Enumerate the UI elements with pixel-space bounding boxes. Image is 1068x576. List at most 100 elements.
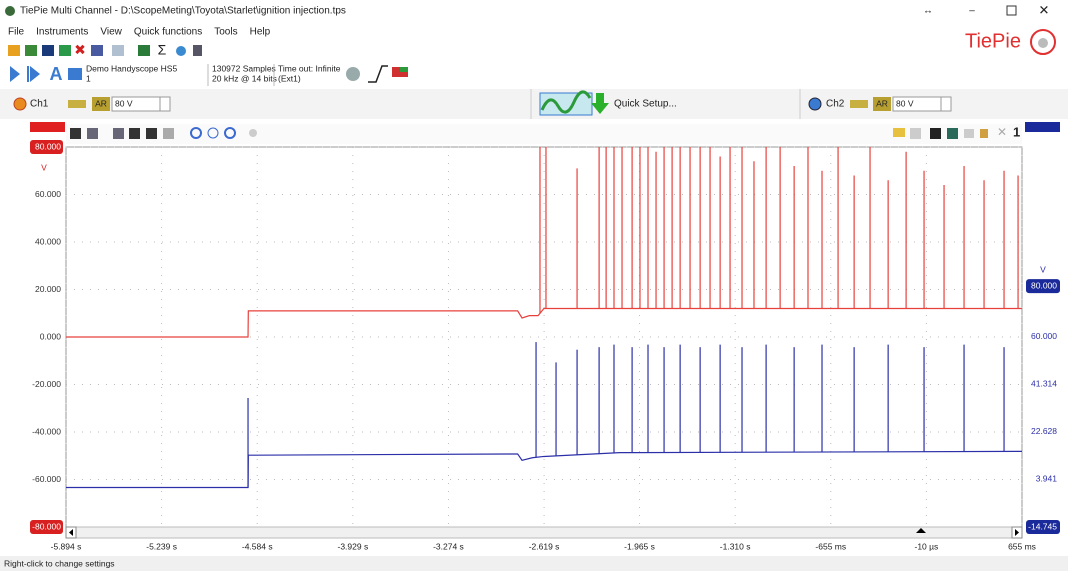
print-icon[interactable] xyxy=(91,45,103,56)
sum-icon[interactable]: Σ xyxy=(158,42,167,58)
ch1-indicator xyxy=(30,122,65,132)
restore-size[interactable]: ↔ xyxy=(923,6,933,17)
tool-icon[interactable] xyxy=(249,129,257,137)
single-button[interactable] xyxy=(27,66,40,82)
tool-icon[interactable] xyxy=(129,128,140,139)
ch2-auto-range[interactable]: AR xyxy=(876,98,888,108)
quick-setup[interactable]: Quick Setup... xyxy=(614,99,677,110)
menu-item[interactable]: Help xyxy=(250,27,271,38)
scrollbar[interactable] xyxy=(65,526,1023,539)
menu-item[interactable]: Instruments xyxy=(36,27,88,38)
ch1-coupling[interactable] xyxy=(68,100,86,108)
trigger-marker[interactable] xyxy=(916,528,926,533)
ch1-range[interactable]: 80 V xyxy=(115,98,133,108)
start-button[interactable] xyxy=(10,66,20,82)
tool-icon[interactable] xyxy=(893,128,905,137)
status-bar xyxy=(0,556,1068,571)
tool-icon[interactable] xyxy=(87,128,98,139)
x-tick-label: -4.584 s xyxy=(242,541,273,551)
window-title: TiePie Multi Channel - D:\ScopeMeting\To… xyxy=(20,6,346,17)
y2-label-box xyxy=(1026,279,1060,294)
trigger-source[interactable]: (Ext1) xyxy=(278,73,301,83)
delete-icon[interactable]: ✖ xyxy=(74,42,86,58)
tool-icon[interactable] xyxy=(163,128,174,139)
tool-icon[interactable] xyxy=(70,128,81,139)
ch1-ar-box[interactable] xyxy=(92,97,110,111)
open-icon[interactable] xyxy=(8,45,20,56)
menu-item[interactable]: View xyxy=(100,27,122,38)
tool-icon[interactable] xyxy=(146,128,157,139)
y-tick-label: 80.000 xyxy=(35,141,61,151)
y2-tick-label: 60.000 xyxy=(1031,331,1057,341)
ch1-label[interactable]: Ch1 xyxy=(30,99,49,110)
menu-item[interactable]: Tools xyxy=(214,27,237,38)
y2-tick-label: 22.628 xyxy=(1031,426,1057,436)
minimize[interactable]: – xyxy=(969,6,975,17)
ch2-coupling[interactable] xyxy=(850,100,868,108)
quick-setup-wave xyxy=(540,90,592,114)
y-tick-label: 60.000 xyxy=(35,189,61,199)
device-name: Demo Handyscope HS5 xyxy=(86,63,177,73)
y-tick-label: 20.000 xyxy=(35,284,61,294)
ch2-indicator xyxy=(1025,122,1060,132)
sample-rate[interactable]: 20 kHz @ 14 bits xyxy=(212,73,277,83)
image-icon[interactable] xyxy=(25,45,37,56)
ch2-range[interactable]: 80 V xyxy=(896,98,914,108)
menu-item[interactable]: File xyxy=(8,27,25,38)
trigger-timeout[interactable]: Time out: Infinite xyxy=(278,63,341,73)
y-tick-label: -20.000 xyxy=(32,379,61,389)
instrument-icon[interactable] xyxy=(68,68,82,80)
tool-icon[interactable] xyxy=(947,128,958,139)
refresh-icon[interactable] xyxy=(59,45,71,56)
y-tick-label: 40.000 xyxy=(35,236,61,246)
ch2-label[interactable]: Ch2 xyxy=(826,99,845,110)
tool-icon[interactable] xyxy=(964,129,974,138)
ch1-auto-range[interactable]: AR xyxy=(95,98,107,108)
title-bar xyxy=(0,0,1068,22)
auto-button[interactable]: A xyxy=(50,64,63,84)
x-tick-label: -3.274 s xyxy=(433,541,464,551)
y2-tick-label: 3.941 xyxy=(1036,474,1058,484)
menu-item[interactable]: Quick functions xyxy=(134,27,202,38)
trigger-pos-icon-part xyxy=(400,67,408,72)
y-tick-label: -80.000 xyxy=(32,521,61,531)
ch2-spin[interactable] xyxy=(940,96,952,112)
x-tick-label: -5.239 s xyxy=(146,541,177,551)
x-tick-label: 655 ms xyxy=(1008,541,1036,551)
tool-icon[interactable] xyxy=(113,128,124,139)
ch2-button[interactable] xyxy=(808,97,822,111)
y2-label-box xyxy=(1026,520,1060,534)
y-tick-label: -40.000 xyxy=(32,426,61,436)
x-tick-label: -655 ms xyxy=(815,541,846,551)
y2-tick-label: 80.000 xyxy=(1031,280,1057,290)
zoom-fit[interactable] xyxy=(224,127,236,139)
ch1-button[interactable] xyxy=(13,97,27,111)
tool-icon[interactable] xyxy=(980,129,988,138)
close[interactable]: ✕ xyxy=(1039,2,1050,17)
save-icon[interactable] xyxy=(42,45,54,56)
trigger-icon[interactable] xyxy=(346,67,360,81)
tool-icon[interactable] xyxy=(930,128,941,139)
app-icon xyxy=(5,6,15,16)
maximize[interactable] xyxy=(1006,5,1017,16)
y-unit: V xyxy=(41,162,47,172)
globe-icon[interactable] xyxy=(176,46,186,56)
y-label-box xyxy=(30,520,63,534)
zoom-out[interactable] xyxy=(207,127,219,139)
ch1-spin[interactable] xyxy=(159,96,171,112)
list-icon[interactable] xyxy=(193,45,202,56)
scroll-left-arrow xyxy=(69,529,73,536)
meter-icon[interactable] xyxy=(138,45,150,56)
close-view[interactable]: ✕ xyxy=(997,125,1007,139)
status-text: Right-click to change settings xyxy=(4,558,115,568)
x-tick-label: -3.929 s xyxy=(337,541,368,551)
samples[interactable]: 130972 Samples xyxy=(212,63,276,73)
y-tick-label: -60.000 xyxy=(32,474,61,484)
settings-icon[interactable] xyxy=(112,45,124,56)
slope-icon[interactable] xyxy=(368,65,388,83)
tool-icon[interactable] xyxy=(910,128,921,139)
zoom-in[interactable] xyxy=(190,127,202,139)
trace xyxy=(66,307,1022,338)
ch2-ar-box[interactable] xyxy=(873,97,891,111)
